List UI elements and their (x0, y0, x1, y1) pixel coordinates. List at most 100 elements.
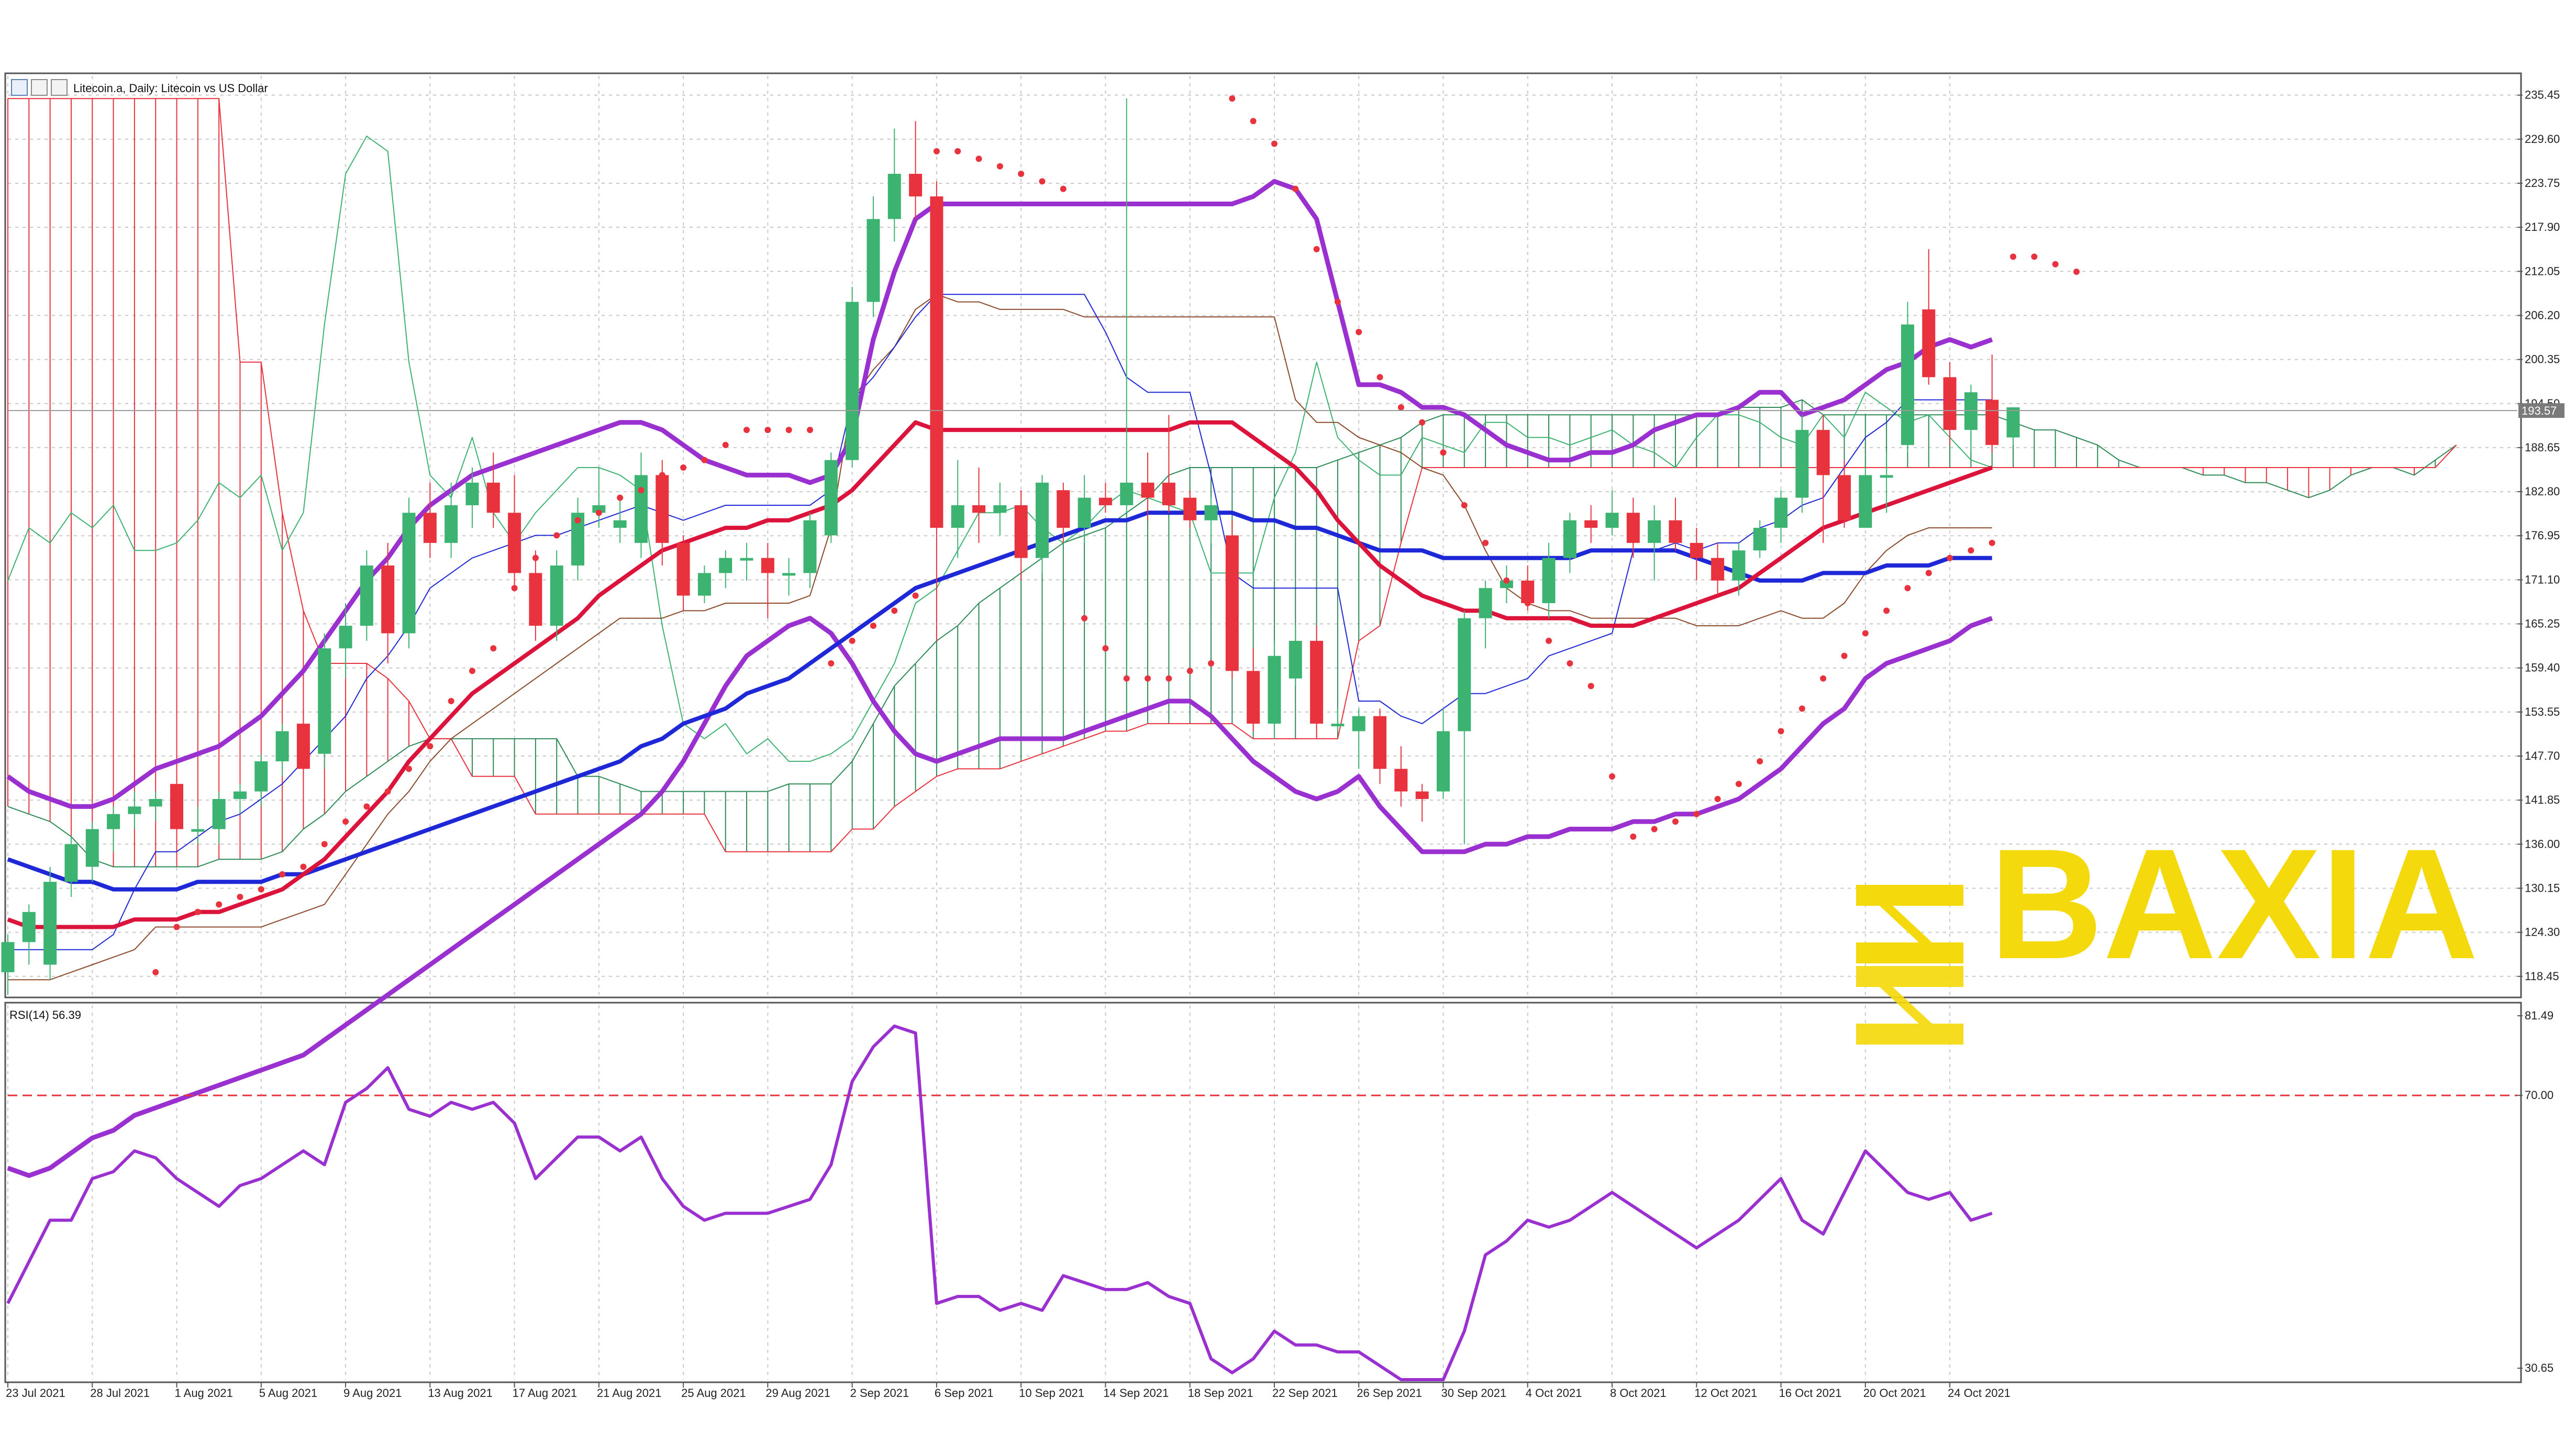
sar-dot (1145, 675, 1151, 682)
candle-body (529, 573, 542, 626)
price-tick-label: 182.80 (2525, 485, 2560, 498)
candle-body (1542, 558, 1556, 603)
bearish-candle (1098, 482, 1112, 513)
sar-dot (659, 472, 665, 479)
candle-body (1837, 475, 1851, 520)
rsi-line (6, 1024, 1993, 1381)
candle-body (656, 475, 669, 543)
date-tick-label: 4 Oct 2021 (1526, 1386, 1582, 1400)
bearish-candle (761, 542, 774, 618)
chart-window-icon[interactable] (31, 79, 48, 96)
bullish-candle (1289, 626, 1302, 686)
candle-body (1331, 724, 1345, 727)
bullish-candle (782, 558, 796, 596)
chart-toolbar-icons[interactable] (11, 79, 68, 96)
bearish-candle (1394, 746, 1408, 807)
sar-dot (1968, 547, 1974, 554)
bullish-candle (1204, 497, 1218, 543)
sar-dot (1440, 449, 1447, 456)
price-tick-label: 165.25 (2525, 617, 2560, 630)
bullish-candle (149, 791, 162, 822)
candle-body (930, 196, 943, 528)
sar-dot (1102, 645, 1109, 652)
date-tick-label: 1 Aug 2021 (175, 1386, 233, 1400)
sar-dot (595, 509, 602, 516)
sar-dot (1989, 539, 1995, 546)
bullish-candle (1901, 302, 1914, 453)
sar-dot (1546, 637, 1552, 644)
date-tick-label: 17 Aug 2021 (513, 1386, 578, 1400)
sar-dot (891, 607, 898, 614)
date-tick-label: 20 Oct 2021 (1863, 1386, 1926, 1400)
bearish-candle (676, 535, 690, 611)
bearish-candle (1690, 528, 1703, 581)
candle-body (1732, 550, 1746, 581)
price-tick-label: 206.20 (2525, 308, 2560, 321)
sar-dot (1798, 705, 1805, 712)
indicator-lines (6, 136, 1993, 1178)
date-tick-label: 2 Sep 2021 (850, 1386, 909, 1400)
rsi-panel[interactable] (4, 1002, 2522, 1383)
senkou-span-b-line (8, 98, 2457, 852)
bearish-candle (486, 452, 500, 528)
bullish-candle (1268, 640, 1281, 739)
sar-dot (216, 901, 223, 908)
bullish-candle (318, 633, 331, 769)
date-tick-label: 9 Aug 2021 (343, 1386, 402, 1400)
candle-body (1120, 482, 1134, 505)
candle-body (254, 761, 268, 792)
bearish-candle (930, 181, 943, 641)
bullish-candle (1795, 415, 1809, 513)
bullish-candle (128, 791, 141, 829)
ema-slow-line (7, 510, 1992, 892)
price-tick-label: 136.00 (2525, 837, 2560, 850)
bearish-candle (1584, 505, 1598, 543)
candle-body (1247, 671, 1260, 724)
candle-body (22, 912, 36, 942)
sar-dot (237, 893, 243, 900)
ichimoku-cloud (7, 98, 2457, 868)
bullish-candle (2006, 407, 2020, 445)
bearish-candle (1816, 415, 1830, 543)
candle-body (402, 513, 416, 634)
bullish-candle (634, 452, 648, 558)
candle-body (128, 806, 141, 814)
candle-body (867, 219, 880, 302)
sar-dot (2073, 269, 2080, 275)
price-tick-label: 118.45 (2525, 970, 2559, 983)
sar-dot (638, 487, 645, 494)
sar-dot (954, 148, 961, 154)
sar-dot (849, 637, 856, 644)
bullish-candle (867, 196, 880, 317)
bullish-candle (402, 497, 416, 649)
bullish-candle (1436, 708, 1450, 799)
chart-compare-icon[interactable] (51, 79, 68, 96)
bullish-candle (613, 497, 627, 543)
candle-body (846, 302, 859, 460)
candle-body (170, 784, 184, 829)
date-tick-label: 29 Aug 2021 (765, 1386, 830, 1400)
candle-body (1436, 731, 1450, 792)
bearish-candle (1310, 626, 1324, 739)
candle-body (1458, 618, 1471, 731)
sar-dot (912, 592, 919, 599)
bearish-candle (1225, 520, 1239, 679)
candle-body (1310, 640, 1324, 724)
candle-body (360, 565, 373, 626)
bearish-candle (1162, 415, 1175, 513)
sar-dot (828, 660, 835, 667)
chart-menu-icon[interactable] (11, 79, 28, 96)
candle-body (1, 942, 15, 972)
bullish-candle (1, 934, 15, 995)
bullish-candle (1035, 475, 1049, 573)
sar-dot (1186, 668, 1193, 674)
candle-body (1521, 580, 1535, 603)
candle-body (761, 558, 774, 573)
bullish-candle (85, 822, 99, 882)
candlesticks (1, 98, 2020, 995)
candle-body (909, 174, 923, 197)
bullish-candle (1732, 542, 1746, 596)
sar-dot (1630, 833, 1637, 840)
bullish-candle (465, 468, 479, 528)
